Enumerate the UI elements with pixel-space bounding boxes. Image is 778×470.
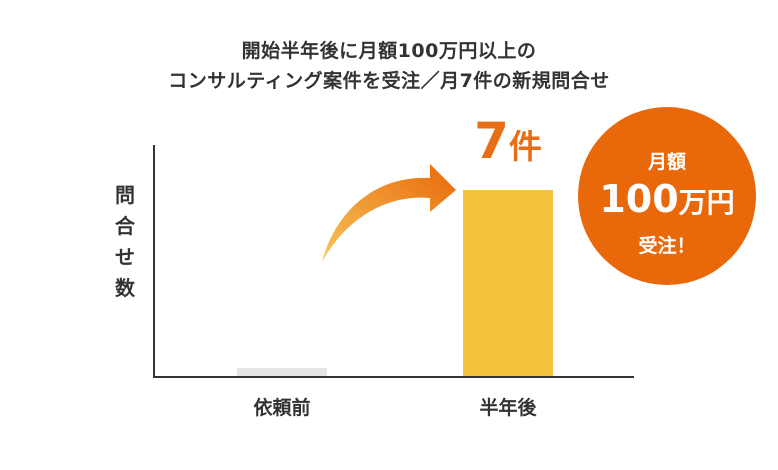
result-badge: 月額 100万円 受注！ (578, 107, 756, 285)
badge-line-2: 100万円 (578, 177, 756, 221)
badge-line-3: 受注！ (638, 235, 696, 257)
bar-1 (463, 190, 553, 376)
x-category-label: 依頼前 (253, 397, 311, 419)
growth-arrow-icon (322, 164, 456, 262)
y-axis-label-char: 数 (115, 276, 135, 300)
badge-amount-unit: 万円 (678, 186, 735, 219)
badge-amount: 100 (599, 177, 679, 221)
chart-title-line-2: コンサルティング案件を受注／月7件の新規問合せ (168, 70, 610, 92)
y-axis-label: 問合せ数 (110, 180, 140, 304)
chart-title-line-1: 開始半年後に月額100万円以上の (241, 40, 537, 62)
badge-line-1: 月額 (647, 151, 686, 173)
data-label: 7件 (438, 112, 578, 170)
bar-0 (237, 368, 327, 376)
x-category-label: 半年後 (479, 397, 537, 419)
y-axis-label-char: 問 (115, 183, 135, 207)
y-axis-label-char: 合 (115, 214, 135, 238)
data-label-unit: 件 (508, 127, 542, 166)
y-axis-label-char: せ (115, 245, 135, 269)
data-label-number: 7 (474, 112, 509, 170)
